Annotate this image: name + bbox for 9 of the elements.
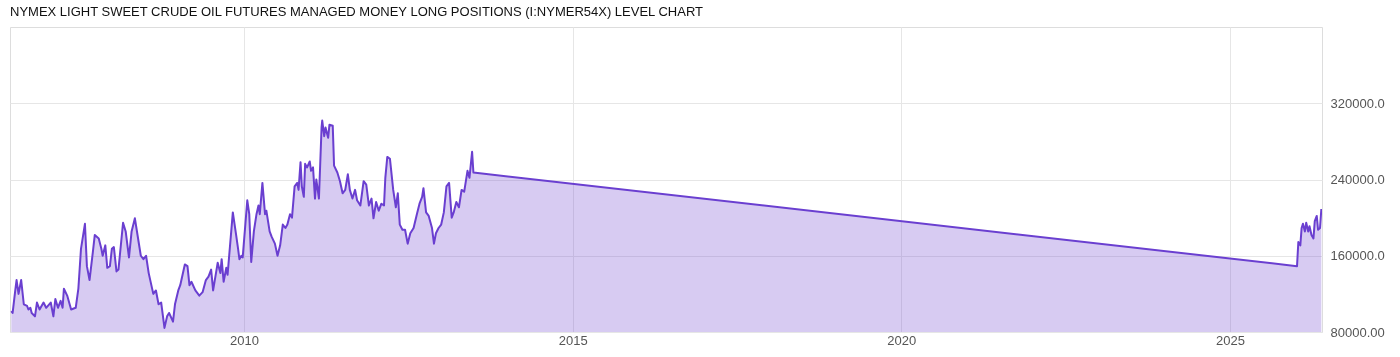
- x-tick-label: 2015: [558, 332, 588, 348]
- x-tick-label: 2010: [230, 332, 259, 348]
- x-tick-label: 2025: [1216, 332, 1245, 348]
- x-tick-label: 2020: [887, 332, 917, 348]
- chart-title: NYMEX LIGHT SWEET CRUDE OIL FUTURES MANAGED MONEY LONG POSITIONS (I:NYMER54X) LEVEL CHART: [10, 4, 704, 19]
- y-tick-label: 320000.0: [1330, 95, 1385, 111]
- y-tick-label: 160000.0: [1330, 248, 1385, 264]
- y-tick-label: 80000.00: [1330, 324, 1385, 340]
- y-tick-label: 240000.0: [1330, 172, 1385, 187]
